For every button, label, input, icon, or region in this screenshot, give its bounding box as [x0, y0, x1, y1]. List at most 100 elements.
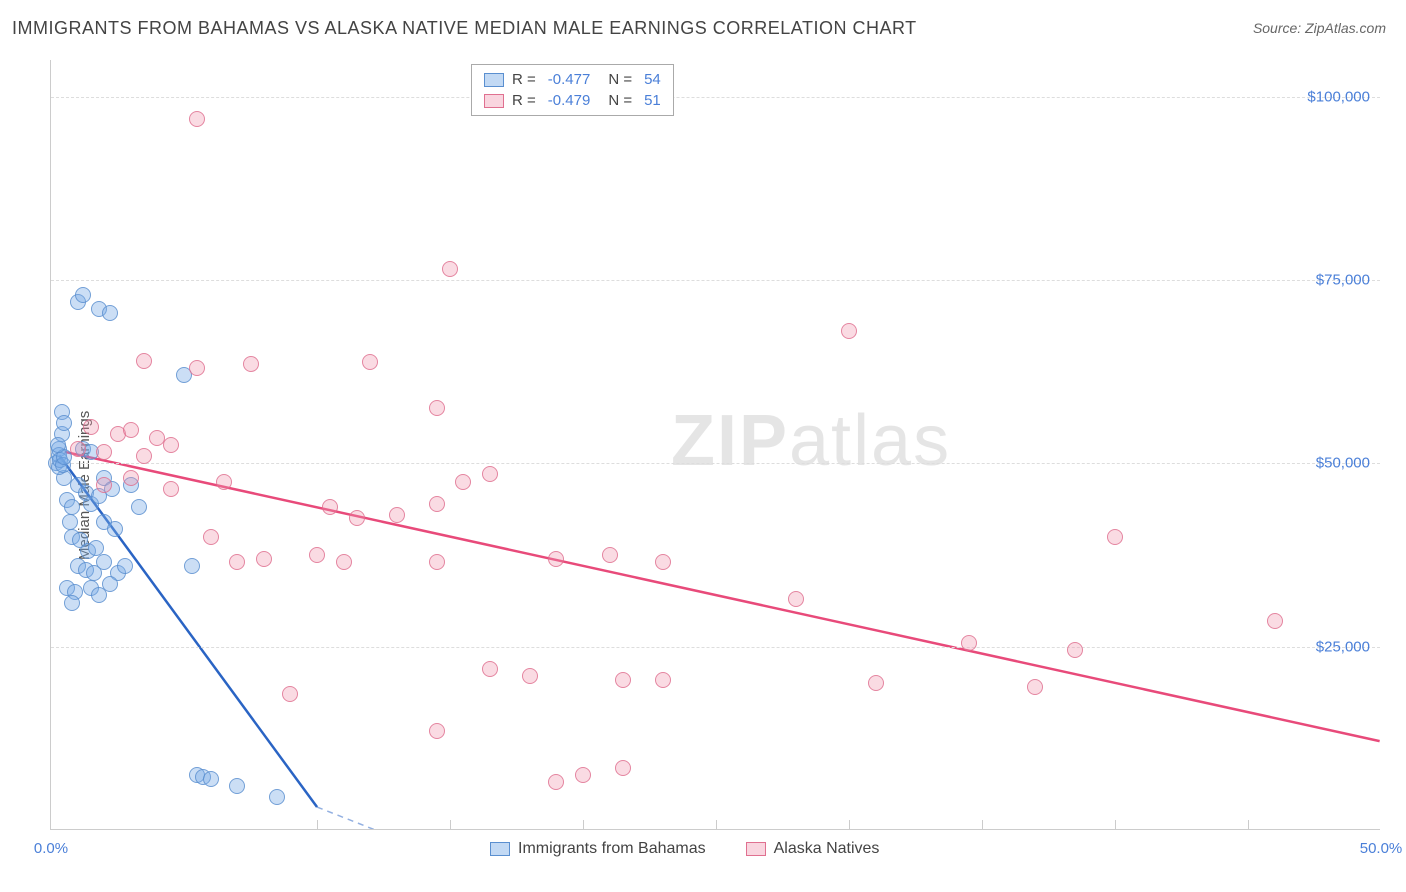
scatter-point [96, 554, 112, 570]
scatter-point [75, 287, 91, 303]
scatter-point [163, 481, 179, 497]
scatter-point [102, 305, 118, 321]
scatter-point [216, 474, 232, 490]
y-tick-label: $25,000 [1270, 638, 1370, 655]
n-label: N = [608, 71, 632, 88]
scatter-point [83, 419, 99, 435]
legend-item-alaska: Alaska Natives [746, 840, 880, 858]
gridline-h [51, 280, 1380, 281]
scatter-point [64, 499, 80, 515]
scatter-point [655, 554, 671, 570]
scatter-point [269, 789, 285, 805]
n-label: N = [608, 92, 632, 109]
scatter-point [64, 595, 80, 611]
scatter-point [189, 111, 205, 127]
legend-row-alaska: R = -0.479 N = 51 [484, 90, 661, 111]
scatter-point [482, 466, 498, 482]
scatter-point [282, 686, 298, 702]
trend-lines [51, 60, 1380, 829]
scatter-point [123, 470, 139, 486]
scatter-point [184, 558, 200, 574]
scatter-point [322, 499, 338, 515]
scatter-point [602, 547, 618, 563]
chart-title: IMMIGRANTS FROM BAHAMAS VS ALASKA NATIVE… [12, 18, 917, 39]
gridline-h [51, 463, 1380, 464]
scatter-point [615, 672, 631, 688]
scatter-point [163, 437, 179, 453]
n-value-bahamas: 54 [644, 71, 661, 88]
scatter-point [203, 771, 219, 787]
r-value-alaska: -0.479 [548, 92, 591, 109]
r-label: R = [512, 92, 536, 109]
legend-row-bahamas: R = -0.477 N = 54 [484, 69, 661, 90]
swatch-alaska [484, 94, 504, 108]
watermark-bold: ZIP [671, 401, 789, 481]
gridline-v [583, 820, 584, 830]
scatter-point [788, 591, 804, 607]
scatter-point [50, 437, 66, 453]
scatter-point [96, 444, 112, 460]
scatter-point [455, 474, 471, 490]
gridline-v [317, 820, 318, 830]
scatter-point [88, 540, 104, 556]
y-tick-label: $75,000 [1270, 272, 1370, 289]
watermark-rest: atlas [789, 401, 951, 481]
scatter-point [91, 587, 107, 603]
x-tick-label: 50.0% [1360, 840, 1403, 857]
scatter-point [203, 529, 219, 545]
scatter-point [868, 675, 884, 691]
gridline-v [849, 820, 850, 830]
chart-container: Median Male Earnings ZIPatlas R = -0.477… [50, 60, 1380, 860]
scatter-point [1107, 529, 1123, 545]
swatch-alaska-bottom [746, 842, 766, 856]
scatter-point [336, 554, 352, 570]
legend-item-bahamas: Immigrants from Bahamas [490, 840, 706, 858]
swatch-bahamas [484, 73, 504, 87]
scatter-point [429, 554, 445, 570]
swatch-bahamas-bottom [490, 842, 510, 856]
scatter-point [362, 354, 378, 370]
scatter-point [615, 760, 631, 776]
scatter-point [117, 558, 133, 574]
plot-area: ZIPatlas R = -0.477 N = 54 R = -0.479 N … [50, 60, 1380, 830]
watermark: ZIPatlas [671, 400, 951, 482]
gridline-h [51, 97, 1380, 98]
scatter-point [96, 477, 112, 493]
source-label: Source: ZipAtlas.com [1253, 20, 1386, 36]
scatter-point [482, 661, 498, 677]
r-label: R = [512, 71, 536, 88]
x-tick-label: 0.0% [34, 840, 68, 857]
scatter-point [575, 767, 591, 783]
scatter-point [309, 547, 325, 563]
scatter-point [256, 551, 272, 567]
legend-label-alaska: Alaska Natives [774, 840, 880, 858]
legend-label-bahamas: Immigrants from Bahamas [518, 840, 706, 858]
gridline-v [1248, 820, 1249, 830]
scatter-point [70, 441, 86, 457]
correlation-legend: R = -0.477 N = 54 R = -0.479 N = 51 [471, 64, 674, 116]
legend-bottom: Immigrants from Bahamas Alaska Natives [490, 840, 879, 858]
scatter-point [229, 554, 245, 570]
y-tick-label: $50,000 [1270, 455, 1370, 472]
scatter-point [349, 510, 365, 526]
gridline-v [982, 820, 983, 830]
gridline-v [1115, 820, 1116, 830]
scatter-point [442, 261, 458, 277]
scatter-point [655, 672, 671, 688]
scatter-point [961, 635, 977, 651]
scatter-point [123, 422, 139, 438]
n-value-alaska: 51 [644, 92, 661, 109]
scatter-point [1027, 679, 1043, 695]
scatter-point [548, 551, 564, 567]
gridline-v [450, 820, 451, 830]
scatter-point [1067, 642, 1083, 658]
gridline-h [51, 647, 1380, 648]
scatter-point [136, 353, 152, 369]
scatter-point [229, 778, 245, 794]
scatter-point [107, 521, 123, 537]
scatter-point [136, 448, 152, 464]
scatter-point [189, 360, 205, 376]
gridline-v [716, 820, 717, 830]
scatter-point [56, 415, 72, 431]
scatter-point [1267, 613, 1283, 629]
